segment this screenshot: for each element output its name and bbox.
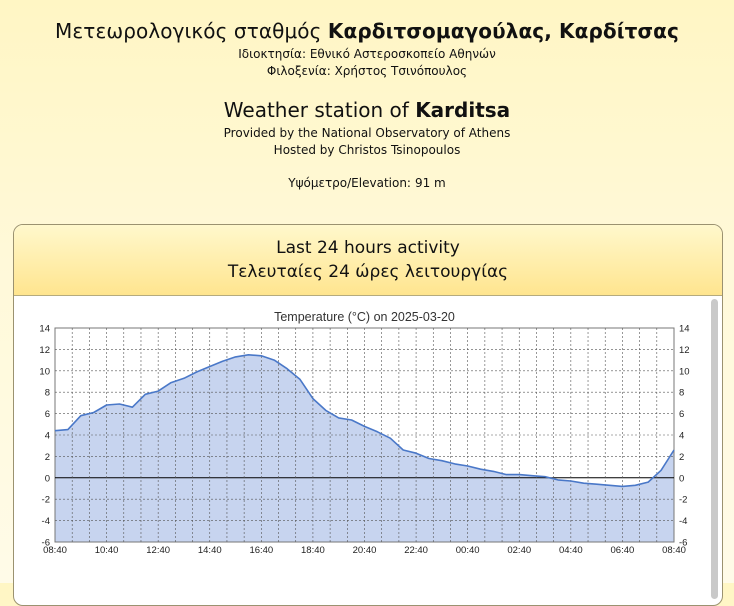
host-greek: Φιλοξενία: Χρήστος Τσινόπουλος — [266, 64, 468, 78]
y-tick-label-right: 0 — [679, 473, 684, 484]
y-tick-label-left: 0 — [45, 473, 50, 484]
y-tick-label-right: 4 — [679, 431, 684, 442]
y-tick-label-right: -2 — [679, 495, 687, 506]
y-tick-label-left: -6 — [42, 538, 50, 549]
y-tick-label-left: 14 — [39, 324, 50, 335]
provided-by-english: Provided by the National Observatory of … — [223, 126, 511, 140]
temperature-chart: Temperature (°C) on 2025-03-20 14 14 12 12 10… — [14, 297, 714, 587]
temperature-chart-svg: Temperature (°C) on 2025-03-20 14 14 12 12 10… — [39, 310, 690, 556]
temperature-line — [54, 354, 675, 488]
station-name-greek: Καρδιτσομαγούλας, Καρδίτσας — [327, 19, 679, 43]
x-tick-label: 20:40 — [353, 545, 377, 556]
x-tick-label: 08:40 — [662, 545, 686, 556]
panel-header: Last 24 hours activity Τελευταίες 24 ώρε… — [14, 225, 722, 296]
y-tick-label-left: -2 — [42, 495, 50, 506]
station-title-english: Weather station of Karditsa — [223, 98, 511, 122]
chart-title: Temperature (°C) on 2025-03-20 — [274, 310, 455, 324]
x-tick-label: 08:40 — [43, 545, 67, 556]
y-tick-label-right: 12 — [679, 345, 690, 356]
owner-greek: Ιδιοκτησία: Εθνικό Αστεροσκοπείο Αθηνών — [238, 47, 496, 61]
elevation-value: 91 m — [414, 176, 446, 190]
y-tick-label-left: 8 — [45, 388, 50, 399]
x-tick-label: 18:40 — [301, 545, 325, 556]
y-tick-label-left: 12 — [39, 345, 50, 356]
x-tick-label: 04:40 — [559, 545, 583, 556]
activity-panel: Last 24 hours activity Τελευταίες 24 ώρε… — [13, 224, 723, 606]
elevation-label: Υψόμετρο/Elevation: — [288, 176, 411, 190]
panel-title-english: Last 24 hours activity — [276, 238, 460, 258]
station-title-greek: Μετεωρολογικός σταθμός Καρδιτσομαγούλας,… — [55, 19, 679, 43]
x-tick-label: 02:40 — [507, 545, 531, 556]
station-name-english: Karditsa — [415, 98, 511, 122]
x-tick-label: 10:40 — [95, 545, 119, 556]
x-tick-label: 16:40 — [249, 545, 273, 556]
y-tick-label-left: 10 — [39, 366, 50, 377]
x-tick-label: 06:40 — [611, 545, 635, 556]
hosted-by-english: Hosted by Christos Tsinopoulos — [273, 143, 461, 157]
y-tick-label-right: -4 — [679, 516, 687, 527]
y-tick-label-left: 6 — [45, 409, 50, 420]
elevation: Υψόμετρο/Elevation: 91 m — [0, 176, 734, 190]
y-tick-label-right: -6 — [679, 538, 687, 549]
y-tick-label-right: 6 — [679, 409, 684, 420]
y-tick-label-right: 2 — [679, 452, 684, 463]
panel-title-greek: Τελευταίες 24 ώρες λειτουργίας — [227, 262, 509, 282]
y-tick-label-left: 4 — [45, 431, 50, 442]
x-tick-label: 12:40 — [146, 545, 170, 556]
x-tick-label: 00:40 — [456, 545, 480, 556]
x-tick-label: 14:40 — [198, 545, 222, 556]
x-tick-label: 22:40 — [404, 545, 428, 556]
y-tick-label-left: 2 — [45, 452, 50, 463]
vertical-scrollbar[interactable] — [711, 299, 718, 599]
y-tick-label-right: 14 — [679, 324, 690, 335]
y-tick-label-right: 10 — [679, 366, 690, 377]
y-tick-label-right: 8 — [679, 388, 684, 399]
y-tick-label-left: -4 — [42, 516, 50, 527]
